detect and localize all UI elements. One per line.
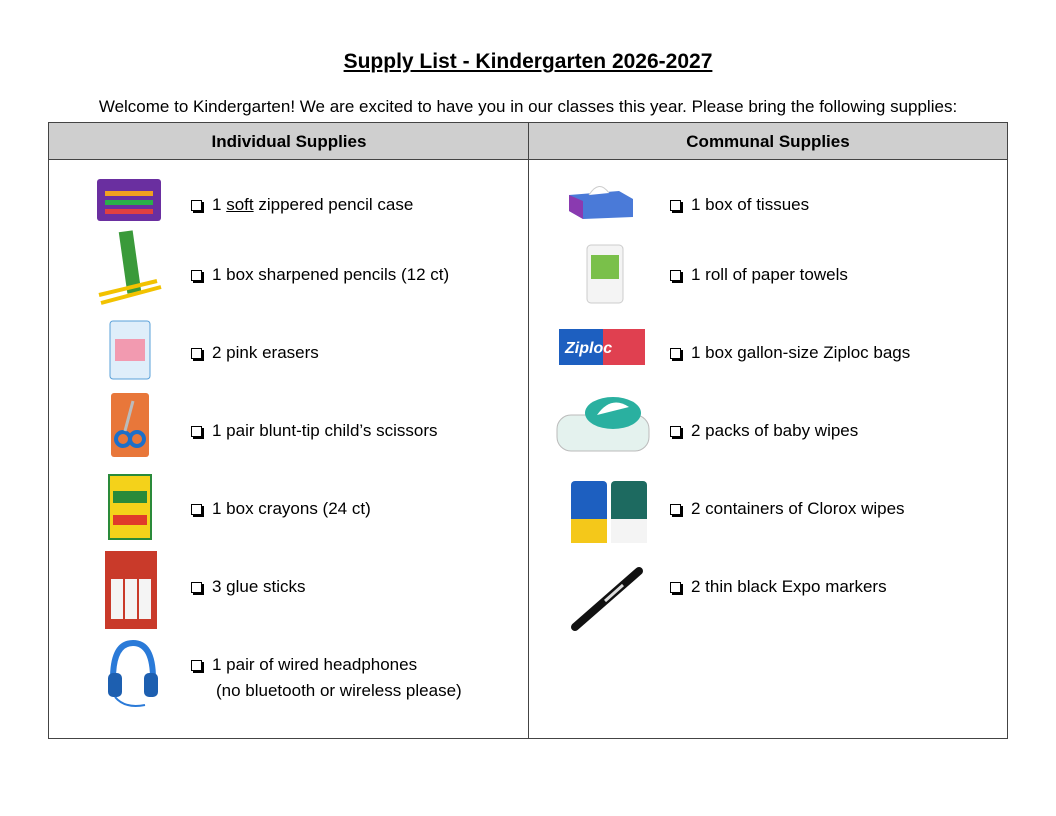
column-header: Communal Supplies: [529, 123, 1007, 160]
supply-item: 1 pair of wired headphones (no bluetooth …: [189, 652, 462, 704]
item-note: (no bluetooth or wireless please): [216, 681, 462, 700]
item-text: zippered pencil case: [258, 195, 414, 214]
supply-item: 1 pair blunt-tip child’s scissors: [189, 418, 438, 444]
column-header: Individual Supplies: [49, 123, 529, 160]
supply-item: 2 thin black Expo markers: [668, 574, 887, 600]
supply-item: 1 box sharpened pencils (12 ct): [189, 262, 449, 288]
supply-item: 1 box crayons (24 ct): [189, 496, 371, 522]
expo-marker-image: [571, 567, 643, 631]
column-separator: [528, 123, 529, 738]
glue-sticks-image: [105, 551, 157, 629]
paper-towels-image: [586, 244, 624, 304]
ziploc-image: Ziploc: [559, 329, 645, 365]
crayons-image: [108, 474, 152, 540]
svg-text:Ziploc: Ziploc: [564, 340, 612, 357]
intro: Welcome to Kindergarten! We are excited …: [98, 97, 958, 116]
erasers-image: [109, 320, 151, 380]
scissors-image: [111, 393, 149, 457]
pencils-image: [98, 230, 162, 305]
supply-item: 2 packs of baby wipes: [668, 418, 858, 444]
pencil-case-image: [97, 179, 161, 221]
baby-wipes-image: [556, 397, 650, 452]
headphones-image: [108, 639, 158, 707]
supply-item: 1 roll of paper towels: [668, 262, 848, 288]
tissues-image: [569, 186, 633, 219]
supply-item: 2 containers of Clorox wipes: [668, 496, 905, 522]
clorox-wipes-image: [571, 481, 647, 543]
supply-item: 2 pink erasers: [189, 340, 319, 366]
item-emphasis: soft: [226, 195, 254, 214]
supply-table: Individual Supplies Communal Supplies Zi…: [48, 122, 1008, 739]
supply-item: 1 box of tissues: [668, 192, 809, 218]
supply-item: 1 soft zippered pencil case: [189, 192, 413, 218]
title: Supply List - Kindergarten 2026-2027: [343, 50, 713, 73]
item-text: 1: [212, 195, 222, 214]
item-text: 1 pair of wired headphones: [212, 655, 418, 674]
supply-item: 1 box gallon-size Ziploc bags: [668, 340, 910, 366]
supply-item: 3 glue sticks: [189, 574, 306, 600]
